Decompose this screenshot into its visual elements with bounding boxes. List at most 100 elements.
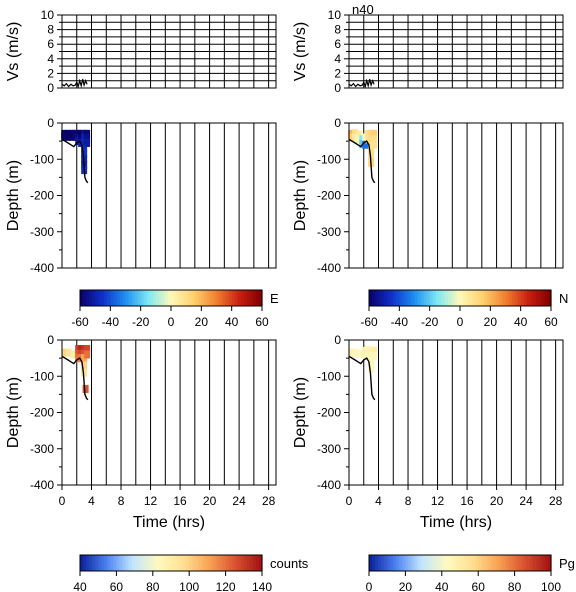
y-tick-label: 2 <box>47 66 54 80</box>
colorbar-segment <box>237 290 242 306</box>
colorbar-segment <box>210 555 215 571</box>
colorbar-segment <box>475 290 479 306</box>
y-tick-label: -300 <box>317 442 341 456</box>
colorbar-tick-label: 0 <box>168 315 175 329</box>
colorbar-segment <box>460 555 464 571</box>
colorbar-tick-label: 60 <box>255 315 269 329</box>
colorbar-segment <box>432 555 437 571</box>
x-tick-label: 12 <box>431 494 445 508</box>
colorbar-segment <box>164 555 169 571</box>
y-tick-label: 8 <box>334 23 341 37</box>
colorbar-segment <box>249 555 254 571</box>
colorbar-tick-label: -20 <box>421 315 439 329</box>
colorbar-segment <box>547 555 552 571</box>
colorbar-segment <box>417 290 422 306</box>
y-tick-label: 4 <box>334 52 341 66</box>
colorbar-segment <box>496 555 501 571</box>
colorbar-tick-label: 20 <box>195 315 209 329</box>
colorbar-segment <box>152 555 157 571</box>
colorbar-segment <box>95 290 99 306</box>
x-tick-label: 0 <box>346 494 353 508</box>
x-tick-label: 20 <box>490 494 504 508</box>
colorbar-tick-label: 40 <box>73 580 87 592</box>
colorbar-segment <box>258 555 263 571</box>
colorbar-segment <box>107 290 111 306</box>
colorbar-segment <box>499 555 504 571</box>
colorbar-tick-label: -60 <box>360 315 378 329</box>
colorbar-segment <box>213 290 218 306</box>
colorbar-segment <box>134 555 139 571</box>
series-line <box>61 78 88 89</box>
colorbar-segment <box>128 555 133 571</box>
colorbar-segment <box>469 555 473 571</box>
y-tick-label: 0 <box>47 81 54 95</box>
colorbar-segment <box>514 290 519 306</box>
colorbar-segment <box>372 555 376 571</box>
colorbar-segment <box>231 555 236 571</box>
colorbar-segment <box>408 290 413 306</box>
colorbar-segment <box>228 290 233 306</box>
y-tick-label: 0 <box>334 116 341 130</box>
y-tick-label: -200 <box>30 406 54 420</box>
colorbar-segment <box>219 555 224 571</box>
data-point <box>355 135 362 144</box>
colorbar-segment <box>378 290 382 306</box>
colorbar-segment <box>104 290 108 306</box>
colorbar-segment <box>447 290 452 306</box>
track-line <box>61 138 89 184</box>
colorbar-segment <box>432 290 437 306</box>
colorbar-segment <box>396 290 400 306</box>
colorbar-tick-label: 140 <box>252 580 272 592</box>
y-tick-label: -300 <box>30 225 54 239</box>
data-point <box>371 140 378 149</box>
colorbar-segment <box>210 290 215 306</box>
colorbar-segment <box>381 555 385 571</box>
colorbar-segment <box>137 555 142 571</box>
data-point <box>61 348 68 357</box>
colorbar-segment <box>177 290 181 306</box>
colorbar-tick-label: -40 <box>102 315 120 329</box>
colorbar-segment <box>526 555 531 571</box>
colorbar-segment <box>131 290 136 306</box>
data-point <box>81 368 88 377</box>
colorbar-segment <box>490 290 494 306</box>
x-tick-label: 4 <box>375 494 382 508</box>
colorbar-segment <box>414 555 419 571</box>
data-point <box>368 365 375 373</box>
colorbar-segment <box>369 290 373 306</box>
colorbar-segment <box>80 290 84 306</box>
data-point <box>371 135 378 144</box>
data-point <box>371 352 378 361</box>
colorbar-segment <box>411 290 416 306</box>
colorbar-segment <box>83 555 87 571</box>
colorbar-tick-label: 20 <box>484 315 498 329</box>
colorbar-segment <box>198 290 202 306</box>
colorbar-segment <box>143 555 148 571</box>
colorbar-segment <box>86 555 90 571</box>
colorbar-segment <box>444 555 449 571</box>
colorbar-segment <box>544 290 549 306</box>
colorbar-segment <box>460 290 464 306</box>
colorbar-tick-label: 60 <box>472 580 486 592</box>
colorbar-segment <box>532 290 537 306</box>
colorbar-segment <box>192 555 196 571</box>
colorbar-segment <box>505 555 510 571</box>
x-tick-label: 24 <box>232 494 246 508</box>
colorbar-segment <box>155 290 160 306</box>
y-tick-label: -100 <box>317 369 341 383</box>
colorbar-segment <box>529 290 534 306</box>
colorbar-segment <box>89 290 93 306</box>
colorbar-segment <box>216 290 221 306</box>
colorbar-tick-label: 0 <box>457 315 464 329</box>
colorbar-segment <box>92 290 96 306</box>
colorbar-segment <box>378 555 382 571</box>
colorbar-segment <box>544 555 549 571</box>
colorbar-segment <box>508 290 513 306</box>
colorbar-segment <box>158 555 163 571</box>
colorbar-segment <box>189 555 193 571</box>
colorbar-tick-label: 60 <box>544 315 558 329</box>
data-point <box>84 134 91 143</box>
data-point <box>371 129 378 138</box>
colorbar-segment <box>240 555 245 571</box>
